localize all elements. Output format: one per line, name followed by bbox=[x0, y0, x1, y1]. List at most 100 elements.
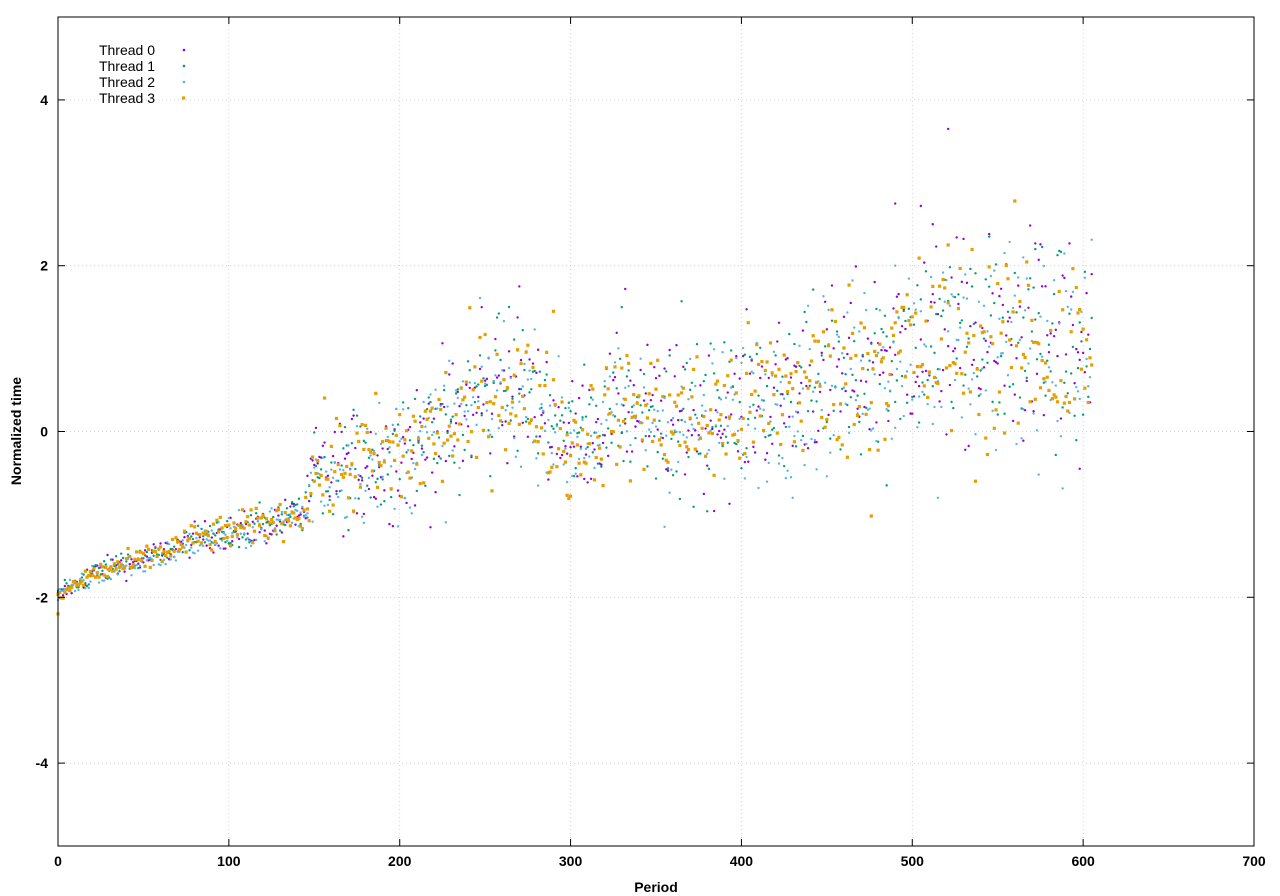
data-point bbox=[718, 396, 721, 399]
data-point bbox=[798, 392, 801, 395]
data-point bbox=[125, 560, 128, 563]
data-point bbox=[59, 596, 64, 600]
data-point bbox=[507, 421, 511, 425]
data-point bbox=[128, 562, 131, 566]
data-point bbox=[1069, 372, 1073, 375]
data-point bbox=[931, 223, 934, 226]
data-point bbox=[702, 414, 706, 419]
data-point bbox=[300, 527, 304, 531]
data-point bbox=[917, 256, 921, 260]
data-point bbox=[507, 350, 511, 353]
data-point bbox=[351, 509, 356, 513]
grid-lines bbox=[58, 17, 1254, 846]
data-point bbox=[940, 389, 943, 393]
data-point bbox=[787, 380, 791, 385]
data-point bbox=[574, 472, 577, 475]
data-point bbox=[575, 443, 580, 447]
data-point bbox=[93, 575, 98, 579]
data-point bbox=[304, 491, 307, 494]
data-point bbox=[367, 456, 371, 459]
data-point bbox=[916, 375, 919, 378]
data-point bbox=[885, 335, 888, 338]
data-point bbox=[398, 478, 401, 481]
data-point bbox=[289, 505, 292, 508]
data-point bbox=[822, 295, 825, 298]
data-point bbox=[529, 418, 533, 422]
data-point bbox=[319, 468, 323, 471]
data-point bbox=[419, 415, 422, 418]
data-point bbox=[441, 444, 444, 448]
data-point bbox=[543, 378, 547, 382]
data-point bbox=[1022, 256, 1025, 259]
data-point bbox=[164, 562, 167, 566]
data-point bbox=[143, 549, 147, 552]
data-point bbox=[432, 457, 436, 461]
data-point bbox=[1003, 251, 1006, 255]
data-point bbox=[1083, 370, 1087, 374]
data-point bbox=[170, 537, 175, 542]
data-point bbox=[80, 576, 84, 579]
data-point bbox=[656, 409, 659, 413]
data-point bbox=[306, 474, 309, 478]
data-point bbox=[251, 541, 255, 545]
data-point bbox=[608, 411, 612, 416]
data-point bbox=[685, 445, 689, 449]
data-point bbox=[420, 424, 424, 429]
data-point bbox=[864, 406, 868, 410]
data-point bbox=[632, 404, 635, 407]
data-point bbox=[340, 464, 343, 467]
data-point bbox=[386, 473, 389, 476]
data-point bbox=[448, 454, 451, 458]
data-point bbox=[208, 539, 212, 542]
data-point bbox=[595, 420, 598, 424]
data-point bbox=[299, 524, 303, 528]
data-point bbox=[227, 523, 231, 527]
data-point bbox=[456, 438, 460, 442]
data-point bbox=[244, 522, 248, 526]
data-point bbox=[940, 405, 943, 409]
data-point bbox=[1080, 330, 1083, 334]
data-point bbox=[911, 398, 914, 401]
data-point bbox=[101, 579, 104, 582]
data-point bbox=[395, 407, 398, 411]
data-point bbox=[707, 431, 711, 435]
data-point bbox=[148, 565, 152, 569]
data-point bbox=[299, 522, 302, 526]
data-point bbox=[254, 512, 258, 515]
data-point bbox=[968, 390, 972, 394]
data-point bbox=[946, 243, 950, 247]
data-point bbox=[322, 396, 327, 400]
data-point bbox=[666, 460, 670, 464]
data-point bbox=[516, 348, 520, 352]
data-point bbox=[518, 387, 521, 391]
data-point bbox=[1025, 379, 1028, 383]
data-point bbox=[215, 518, 219, 522]
data-point bbox=[919, 204, 923, 208]
data-point bbox=[969, 267, 972, 271]
data-point bbox=[1009, 365, 1013, 370]
data-point bbox=[625, 375, 629, 378]
data-point bbox=[883, 437, 887, 441]
data-point bbox=[1075, 438, 1078, 442]
data-point bbox=[841, 372, 844, 375]
data-point bbox=[622, 459, 625, 463]
data-point bbox=[972, 358, 975, 362]
data-point bbox=[213, 534, 217, 537]
data-point bbox=[747, 460, 750, 463]
data-point bbox=[399, 495, 404, 499]
data-point bbox=[951, 361, 955, 365]
data-point bbox=[285, 517, 289, 522]
data-point bbox=[735, 354, 738, 358]
data-point bbox=[851, 373, 854, 377]
data-point bbox=[753, 389, 757, 393]
data-point bbox=[666, 421, 670, 424]
data-point bbox=[654, 387, 658, 391]
data-point bbox=[1061, 274, 1064, 277]
data-point bbox=[1042, 377, 1046, 381]
data-point bbox=[314, 426, 318, 430]
data-point bbox=[899, 360, 902, 363]
data-point bbox=[923, 261, 926, 264]
data-point bbox=[454, 422, 458, 425]
data-point bbox=[654, 425, 658, 428]
data-point bbox=[551, 378, 556, 382]
